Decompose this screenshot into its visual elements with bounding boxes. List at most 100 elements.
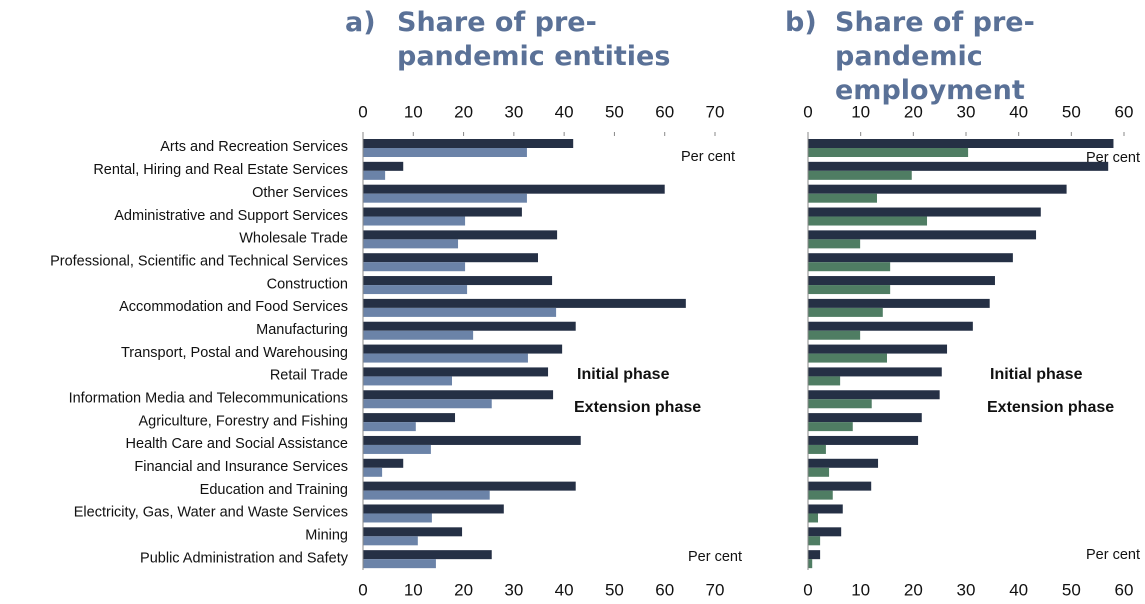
bar xyxy=(363,504,504,514)
bar xyxy=(363,444,431,454)
category-label: Accommodation and Food Services xyxy=(119,299,348,315)
category-label: Financial and Insurance Services xyxy=(134,459,348,475)
bar xyxy=(363,399,492,409)
bar xyxy=(808,170,912,180)
x-tick-label: 50 xyxy=(1062,102,1081,121)
bar xyxy=(363,307,557,317)
bar xyxy=(808,239,861,249)
bar xyxy=(363,330,474,340)
bar xyxy=(363,139,574,148)
bar xyxy=(808,353,887,363)
bar xyxy=(363,490,490,500)
x-tick-label: 40 xyxy=(1009,580,1028,599)
bar xyxy=(808,413,922,423)
category-label: Public Administration and Safety xyxy=(140,550,349,566)
category-label: Arts and Recreation Services xyxy=(160,139,348,155)
bar xyxy=(808,444,826,454)
bar xyxy=(808,504,843,514)
bar xyxy=(808,321,973,331)
bar xyxy=(808,161,1109,171)
x-tick-label: 30 xyxy=(504,580,523,599)
category-label: Wholesale Trade xyxy=(239,231,348,247)
category-label: Education and Training xyxy=(200,482,348,498)
x-tick-label: 20 xyxy=(904,580,923,599)
bar xyxy=(808,216,928,226)
bar xyxy=(363,353,528,363)
x-tick-label: 50 xyxy=(605,102,624,121)
bar xyxy=(808,307,883,317)
bar xyxy=(363,390,554,400)
bar xyxy=(363,276,553,286)
panel-title: Share of pre-pandemic entities xyxy=(397,7,671,72)
x-tick-label: 10 xyxy=(851,102,870,121)
bar xyxy=(808,527,842,537)
bar xyxy=(363,321,576,331)
bar xyxy=(808,139,1114,148)
bar xyxy=(808,298,990,308)
bar xyxy=(808,285,891,295)
legend-label: Extension phase xyxy=(987,399,1114,416)
bar xyxy=(363,367,549,377)
bar xyxy=(363,161,404,171)
x-tick-label: 70 xyxy=(706,102,725,121)
bar xyxy=(808,344,948,354)
bar xyxy=(808,184,1067,194)
legend-label: Extension phase xyxy=(574,399,701,416)
bar xyxy=(363,298,686,308)
category-label: Other Services xyxy=(252,185,348,201)
category-label: Transport, Postal and Warehousing xyxy=(121,345,348,361)
bar xyxy=(808,330,861,340)
category-label: Rental, Hiring and Real Estate Services xyxy=(93,162,348,178)
category-label: Electricity, Gas, Water and Waste Servic… xyxy=(74,505,348,521)
panel-label: b) xyxy=(785,7,817,38)
bar xyxy=(808,193,877,203)
bar xyxy=(363,435,581,445)
bar xyxy=(363,559,436,569)
category-label: Administrative and Support Services xyxy=(114,208,348,224)
bar xyxy=(363,184,665,194)
bar xyxy=(808,148,969,157)
unit-label: Per cent xyxy=(688,549,742,565)
bar xyxy=(363,550,492,560)
bar xyxy=(808,422,853,432)
bar xyxy=(363,193,527,203)
x-tick-label: 20 xyxy=(454,580,473,599)
bar xyxy=(808,390,940,400)
bar xyxy=(363,285,468,295)
bar xyxy=(808,467,830,477)
x-tick-label: 10 xyxy=(404,102,423,121)
title-a: a) Share of pre-pandemic entities xyxy=(345,6,705,76)
x-tick-label: 30 xyxy=(504,102,523,121)
bar xyxy=(363,230,558,240)
bar xyxy=(363,481,576,491)
bar xyxy=(363,513,432,523)
bar xyxy=(363,262,466,272)
bar xyxy=(808,559,813,569)
x-tick-label: 50 xyxy=(1062,580,1081,599)
panel-title: Share of pre-pandemic employment xyxy=(835,7,1035,106)
x-tick-label: 40 xyxy=(1009,102,1028,121)
x-tick-label: 20 xyxy=(904,102,923,121)
category-label: Retail Trade xyxy=(270,368,348,384)
x-tick-label: 60 xyxy=(1115,102,1134,121)
category-label: Health Care and Social Assistance xyxy=(126,436,348,452)
bar xyxy=(363,536,418,546)
bar xyxy=(363,422,416,432)
category-label: Manufacturing xyxy=(256,322,348,338)
x-tick-label: 0 xyxy=(803,102,812,121)
x-tick-label: 40 xyxy=(555,102,574,121)
x-tick-label: 0 xyxy=(358,580,367,599)
bar xyxy=(363,527,463,537)
bar xyxy=(808,550,821,560)
bar xyxy=(808,276,995,286)
x-tick-label: 30 xyxy=(957,580,976,599)
bar xyxy=(808,490,833,500)
legend-label: Initial phase xyxy=(577,366,670,383)
x-tick-label: 70 xyxy=(706,580,725,599)
bar xyxy=(363,344,563,354)
bar xyxy=(363,207,522,217)
x-tick-label: 60 xyxy=(1115,580,1134,599)
bar xyxy=(363,413,456,423)
bar xyxy=(808,367,942,377)
